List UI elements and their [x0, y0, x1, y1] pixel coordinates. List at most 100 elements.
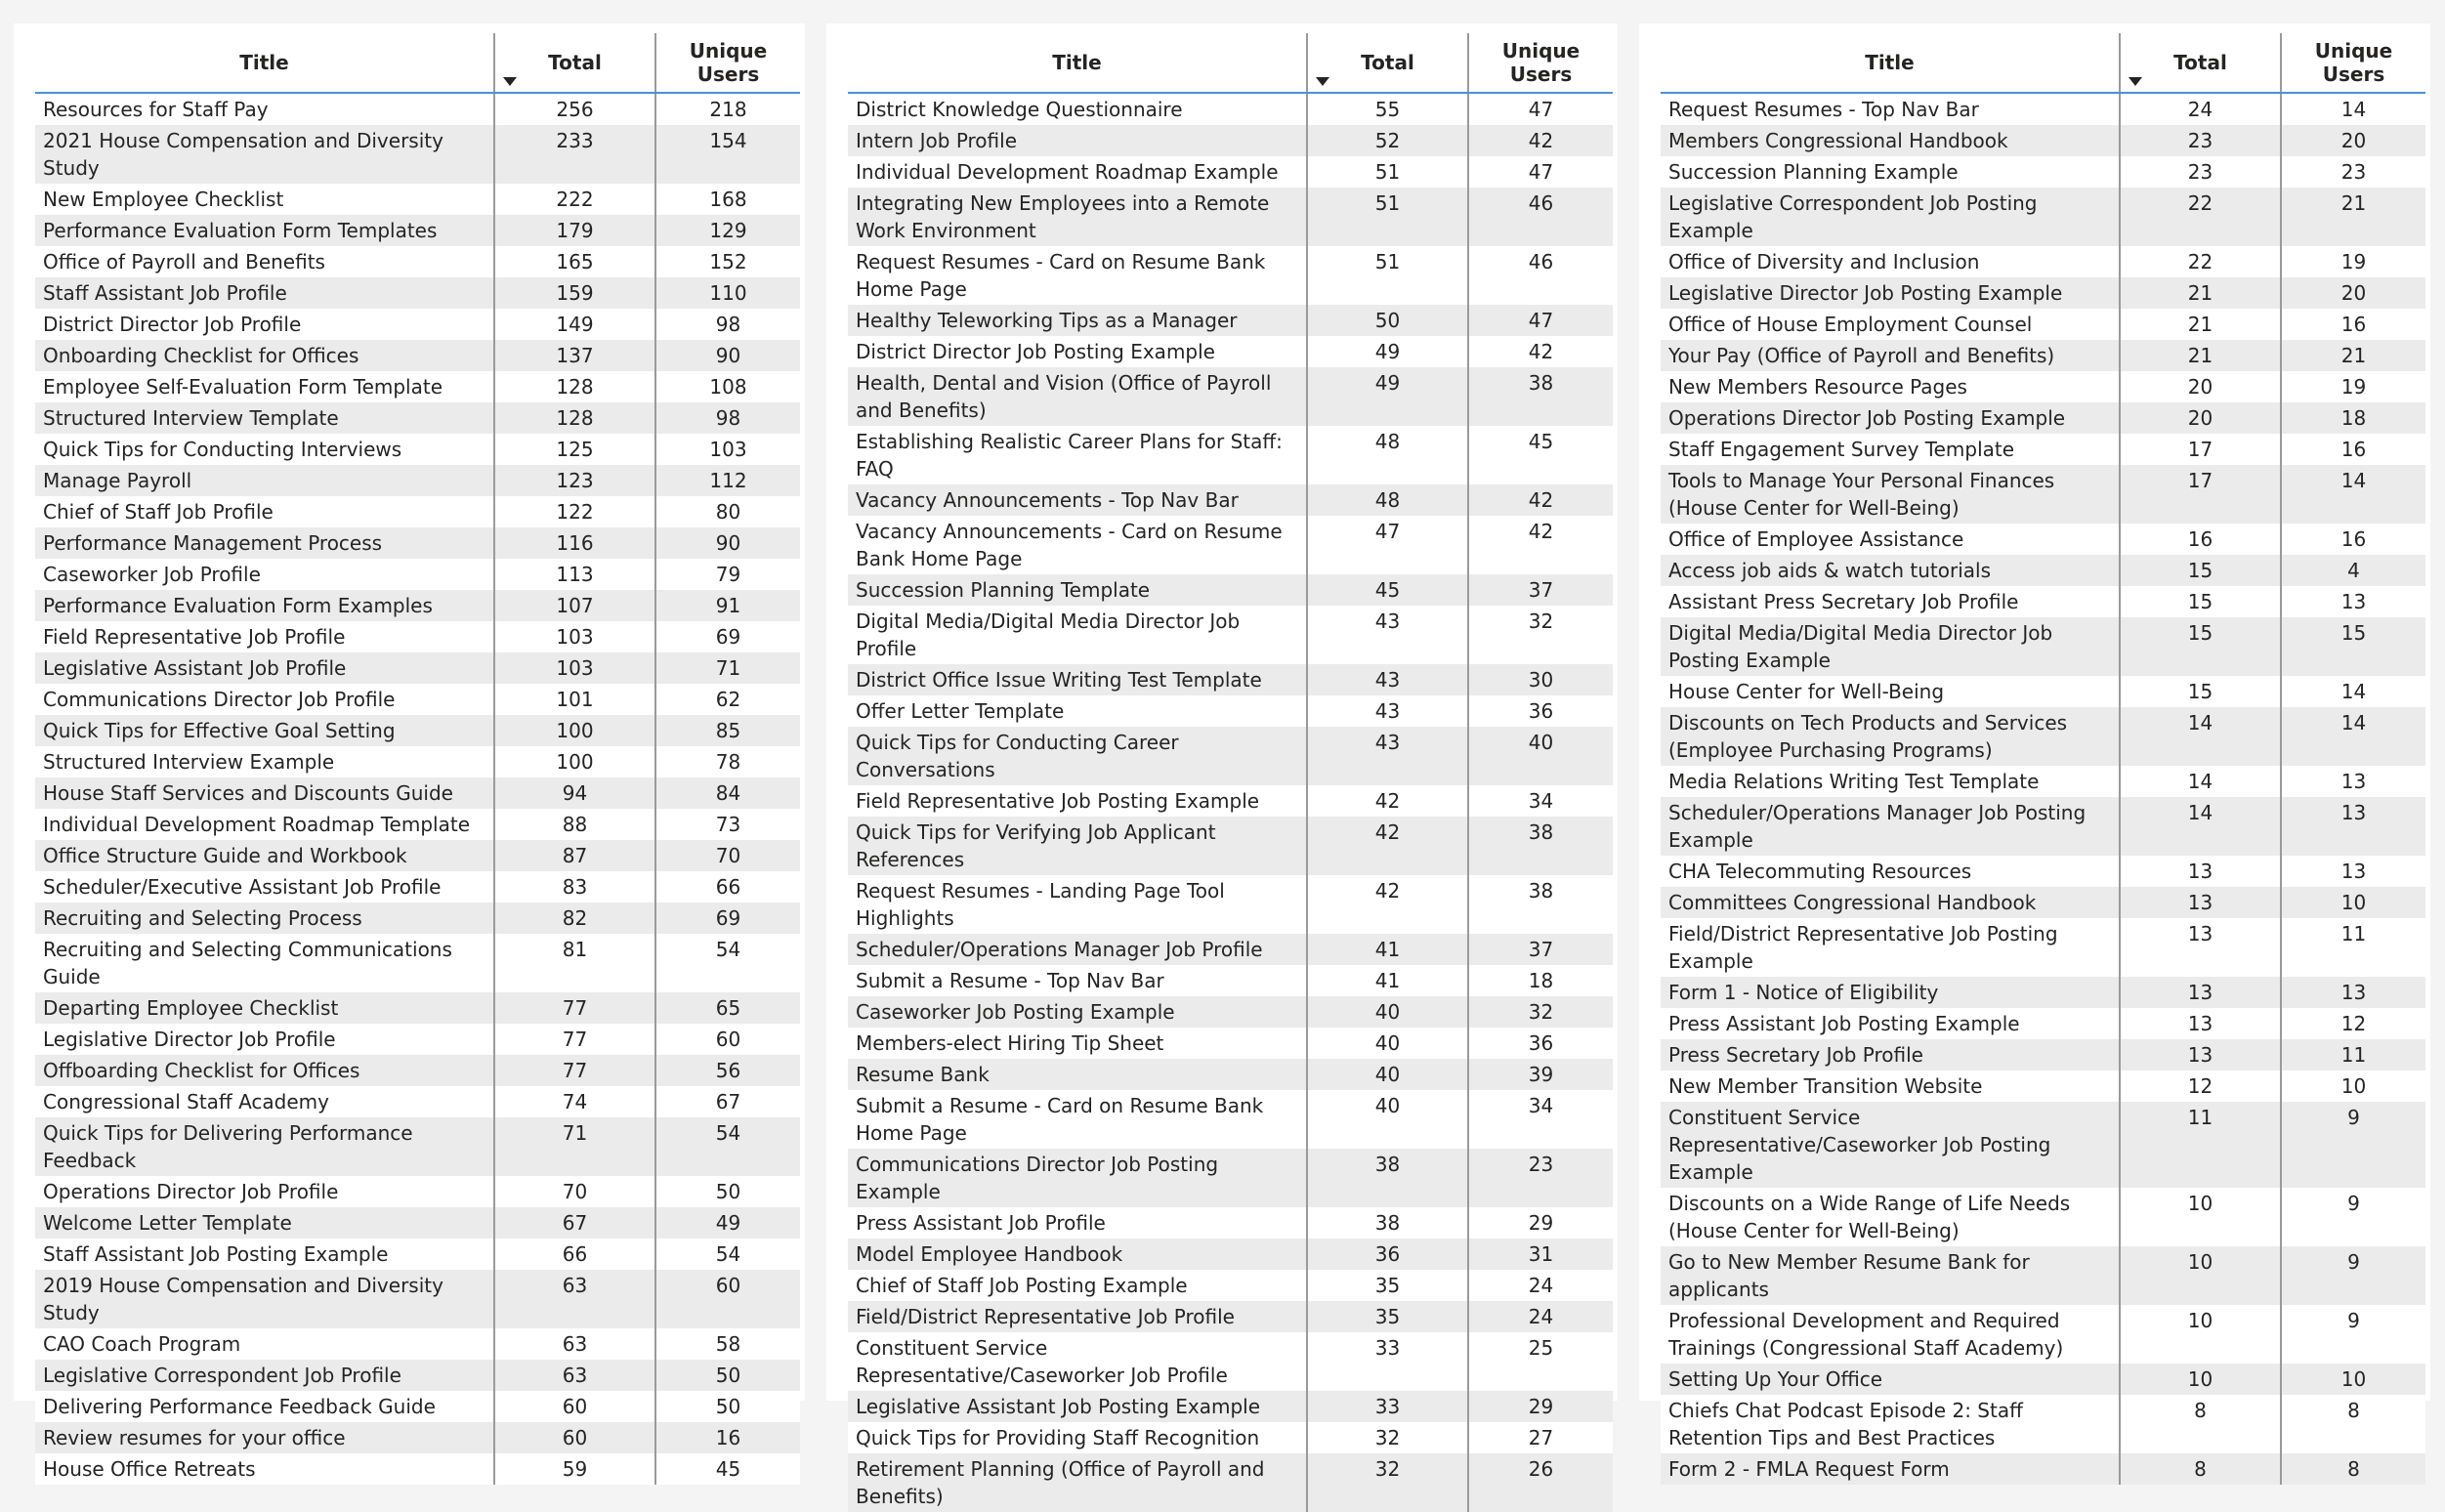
- column-header-total[interactable]: Total: [1306, 33, 1468, 94]
- table-row[interactable]: Digital Media/Digital Media Director Job…: [1661, 617, 2425, 676]
- table-row[interactable]: Members Congressional Handbook 23 20: [1661, 125, 2425, 156]
- table-row[interactable]: Staff Assistant Job Profile 159 110: [35, 277, 800, 309]
- table-row[interactable]: Press Assistant Job Profile 38 29: [848, 1207, 1613, 1239]
- table-row[interactable]: Healthy Teleworking Tips as a Manager 50 4…: [848, 305, 1613, 336]
- table-row[interactable]: Recruiting and Selecting Communications …: [35, 934, 800, 992]
- table-row[interactable]: Review resumes for your office 60 16: [35, 1422, 800, 1453]
- table-row[interactable]: Individual Development Roadmap Template 8…: [35, 809, 800, 840]
- table-row[interactable]: Scheduler/Operations Manager Job Posting…: [1661, 797, 2425, 856]
- table-row[interactable]: Digital Media/Digital Media Director Job…: [848, 606, 1613, 664]
- table-row[interactable]: Offboarding Checklist for Offices 77 56: [35, 1055, 800, 1086]
- table-row[interactable]: Retirement Planning (Office of Payroll a…: [848, 1453, 1613, 1512]
- table-row[interactable]: Caseworker Job Posting Example 40 32: [848, 996, 1613, 1028]
- table-row[interactable]: Go to New Member Resume Bank for applica…: [1661, 1246, 2425, 1305]
- column-header-unique-users[interactable]: Unique Users: [654, 33, 800, 94]
- table-row[interactable]: Caseworker Job Profile 113 79: [35, 559, 800, 590]
- table-row[interactable]: 2021 House Compensation and Diversity St…: [35, 125, 800, 184]
- table-row[interactable]: Structured Interview Example 100 78: [35, 746, 800, 777]
- column-header-title[interactable]: Title: [1661, 33, 2120, 94]
- table-row[interactable]: Health, Dental and Vision (Office of Pay…: [848, 367, 1613, 426]
- table-row[interactable]: Staff Assistant Job Posting Example 66 54: [35, 1239, 800, 1270]
- table-row[interactable]: Submit a Resume - Top Nav Bar 41 18: [848, 965, 1613, 996]
- table-row[interactable]: Communications Director Job Posting Exam…: [848, 1149, 1613, 1207]
- table-row[interactable]: Field/District Representative Job Profil…: [848, 1301, 1613, 1332]
- table-row[interactable]: Succession Planning Example 23 23: [1661, 156, 2425, 188]
- table-row[interactable]: CHA Telecommuting Resources 13 13: [1661, 856, 2425, 887]
- table-row[interactable]: Legislative Correspondent Job Posting Ex…: [1661, 188, 2425, 246]
- table-row[interactable]: Office of Diversity and Inclusion 22 19: [1661, 246, 2425, 277]
- table-row[interactable]: Recruiting and Selecting Process 82 69: [35, 903, 800, 934]
- sort-descending-icon[interactable]: [2129, 77, 2142, 86]
- table-row[interactable]: Performance Evaluation Form Templates 179…: [35, 215, 800, 246]
- column-header-title[interactable]: Title: [35, 33, 494, 94]
- table-row[interactable]: Chief of Staff Job Profile 122 80: [35, 496, 800, 527]
- table-row[interactable]: Legislative Director Job Profile 77 60: [35, 1024, 800, 1055]
- table-row[interactable]: Legislative Assistant Job Profile 103 71: [35, 652, 800, 684]
- table-row[interactable]: Assistant Press Secretary Job Profile 15 1…: [1661, 586, 2425, 617]
- table-row[interactable]: Resources for Staff Pay 256 218: [35, 93, 800, 125]
- table-row[interactable]: Field Representative Job Posting Example…: [848, 785, 1613, 817]
- table-row[interactable]: Quick Tips for Conducting Career Convers…: [848, 727, 1613, 785]
- table-row[interactable]: New Member Transition Website 12 10: [1661, 1071, 2425, 1102]
- table-row[interactable]: Welcome Letter Template 67 49: [35, 1207, 800, 1239]
- table-row[interactable]: Form 2 - FMLA Request Form 8 8: [1661, 1453, 2425, 1485]
- table-row[interactable]: House Center for Well-Being 15 14: [1661, 676, 2425, 707]
- table-row[interactable]: Integrating New Employees into a Remote …: [848, 188, 1613, 246]
- table-row[interactable]: Employee Self-Evaluation Form Template 12…: [35, 371, 800, 402]
- table-row[interactable]: Discounts on Tech Products and Services …: [1661, 707, 2425, 766]
- table-row[interactable]: Constituent Service Representative/Casew…: [1661, 1102, 2425, 1188]
- table-row[interactable]: New Employee Checklist 222 168: [35, 184, 800, 215]
- table-row[interactable]: Committees Congressional Handbook 13 10: [1661, 887, 2425, 918]
- table-row[interactable]: Office of Payroll and Benefits 165 152: [35, 246, 800, 277]
- sort-descending-icon[interactable]: [503, 77, 517, 86]
- table-row[interactable]: Scheduler/Operations Manager Job Profile…: [848, 934, 1613, 965]
- table-row[interactable]: Departing Employee Checklist 77 65: [35, 992, 800, 1024]
- table-row[interactable]: Request Resumes - Top Nav Bar 24 14: [1661, 93, 2425, 125]
- sort-descending-icon[interactable]: [1316, 77, 1329, 86]
- table-row[interactable]: Chief of Staff Job Posting Example 35 24: [848, 1270, 1613, 1301]
- table-row[interactable]: CAO Coach Program 63 58: [35, 1328, 800, 1360]
- table-row[interactable]: Succession Planning Template 45 37: [848, 574, 1613, 606]
- table-row[interactable]: Tools to Manage Your Personal Finances (…: [1661, 465, 2425, 524]
- table-row[interactable]: Vacancy Announcements - Top Nav Bar 48 42: [848, 484, 1613, 516]
- table-row[interactable]: 2019 House Compensation and Diversity St…: [35, 1270, 800, 1328]
- table-row[interactable]: House Office Retreats 59 45: [35, 1453, 800, 1485]
- table-row[interactable]: Structured Interview Template 128 98: [35, 402, 800, 434]
- column-header-total[interactable]: Total: [2119, 33, 2281, 94]
- table-row[interactable]: Setting Up Your Office 10 10: [1661, 1364, 2425, 1395]
- table-row[interactable]: Quick Tips for Verifying Job Applicant R…: [848, 817, 1613, 875]
- table-row[interactable]: Request Resumes - Landing Page Tool High…: [848, 875, 1613, 934]
- table-row[interactable]: Legislative Assistant Job Posting Exampl…: [848, 1391, 1613, 1422]
- table-row[interactable]: Legislative Correspondent Job Profile 63 5…: [35, 1360, 800, 1391]
- column-header-title[interactable]: Title: [848, 33, 1307, 94]
- table-row[interactable]: Your Pay (Office of Payroll and Benefits…: [1661, 340, 2425, 371]
- table-row[interactable]: Congressional Staff Academy 74 67: [35, 1086, 800, 1117]
- table-row[interactable]: New Members Resource Pages 20 19: [1661, 371, 2425, 402]
- table-row[interactable]: Performance Management Process 116 90: [35, 527, 800, 559]
- table-row[interactable]: District Knowledge Questionnaire 55 47: [848, 93, 1613, 125]
- table-row[interactable]: Office of Employee Assistance 16 16: [1661, 524, 2425, 555]
- table-row[interactable]: District Director Job Posting Example 49 4…: [848, 336, 1613, 367]
- table-row[interactable]: Field Representative Job Profile 103 69: [35, 621, 800, 652]
- table-row[interactable]: Chiefs Chat Podcast Episode 2: Staff Ret…: [1661, 1395, 2425, 1453]
- table-row[interactable]: Media Relations Writing Test Template 14 1…: [1661, 766, 2425, 797]
- table-row[interactable]: Quick Tips for Delivering Performance Fe…: [35, 1117, 800, 1176]
- table-row[interactable]: Establishing Realistic Career Plans for …: [848, 426, 1613, 484]
- table-row[interactable]: Vacancy Announcements - Card on Resume B…: [848, 516, 1613, 574]
- table-row[interactable]: Legislative Director Job Posting Example…: [1661, 277, 2425, 309]
- table-row[interactable]: Offer Letter Template 43 36: [848, 695, 1613, 727]
- table-row[interactable]: Access job aids & watch tutorials 15 4: [1661, 555, 2425, 586]
- table-row[interactable]: Communications Director Job Profile 101 62: [35, 684, 800, 715]
- table-row[interactable]: Office of House Employment Counsel 21 16: [1661, 309, 2425, 340]
- table-row[interactable]: Request Resumes - Card on Resume Bank Ho…: [848, 246, 1613, 305]
- table-row[interactable]: Scheduler/Executive Assistant Job Profil…: [35, 871, 800, 903]
- table-row[interactable]: Staff Engagement Survey Template 17 16: [1661, 434, 2425, 465]
- table-row[interactable]: Performance Evaluation Form Examples 107 9…: [35, 590, 800, 621]
- table-row[interactable]: Resume Bank 40 39: [848, 1059, 1613, 1090]
- table-row[interactable]: Intern Job Profile 52 42: [848, 125, 1613, 156]
- column-header-unique-users[interactable]: Unique Users: [1467, 33, 1613, 94]
- table-row[interactable]: Quick Tips for Effective Goal Setting 100…: [35, 715, 800, 746]
- table-row[interactable]: Delivering Performance Feedback Guide 60 5…: [35, 1391, 800, 1422]
- table-row[interactable]: Professional Development and Required Tr…: [1661, 1305, 2425, 1364]
- table-row[interactable]: District Director Job Profile 149 98: [35, 309, 800, 340]
